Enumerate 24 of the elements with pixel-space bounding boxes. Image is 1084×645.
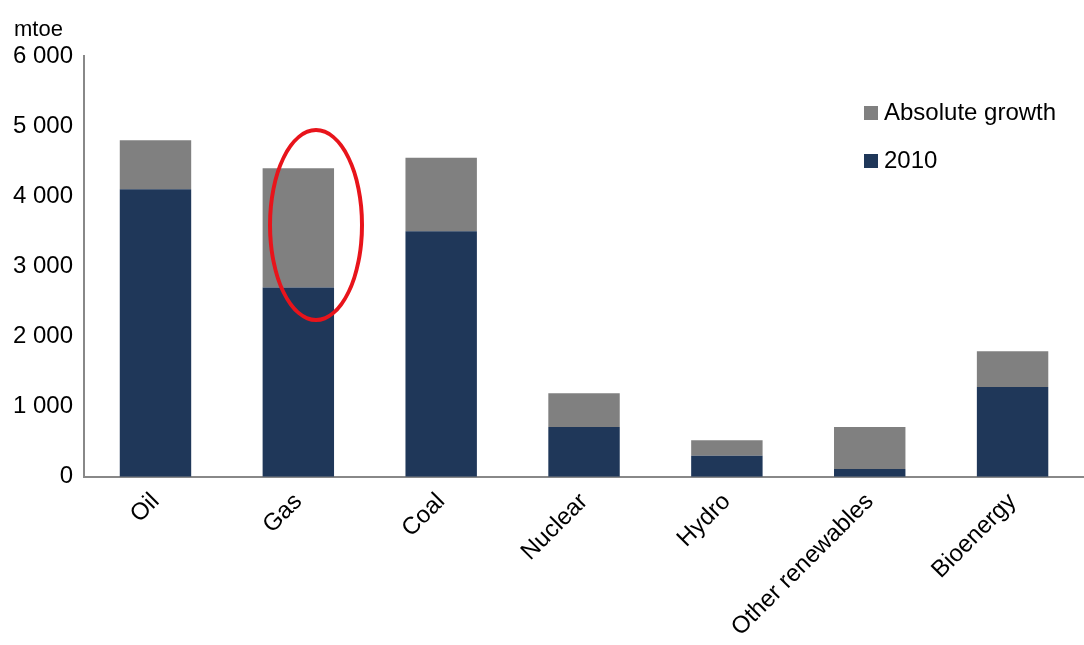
bar [691, 440, 763, 456]
x-tick-label: Oil [123, 487, 164, 527]
legend-label: 2010 [884, 145, 938, 173]
bar [691, 455, 763, 477]
bar [548, 426, 620, 477]
bar [834, 468, 906, 477]
y-tick-label: 4 000 [13, 180, 74, 208]
y-axis-title: mtoe [14, 16, 63, 42]
y-tick-label: 3 000 [13, 250, 74, 278]
legend-label: Absolute growth [884, 97, 1057, 125]
bar [405, 157, 477, 232]
y-tick-label: 0 [59, 461, 74, 489]
bar [119, 140, 192, 190]
bar [119, 189, 192, 477]
y-tick-label: 6 000 [13, 40, 74, 68]
bar [405, 231, 477, 477]
bar [548, 393, 620, 427]
bar [976, 386, 1049, 477]
bar [834, 426, 906, 469]
bar [976, 351, 1049, 387]
y-tick-label: 2 000 [13, 321, 74, 349]
y-tick-label: 5 000 [13, 110, 74, 138]
x-tick-label: Gas [256, 487, 307, 538]
y-tick-label: 1 000 [13, 391, 74, 419]
